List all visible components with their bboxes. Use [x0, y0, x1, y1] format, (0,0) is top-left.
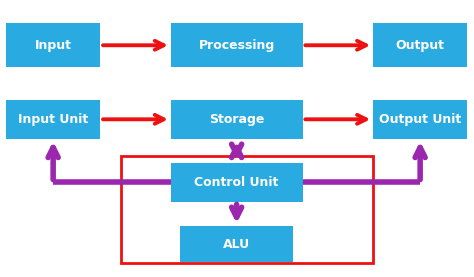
FancyBboxPatch shape — [180, 226, 293, 262]
Text: Output Unit: Output Unit — [379, 113, 461, 126]
Text: ALU: ALU — [223, 238, 250, 251]
Text: Processing: Processing — [199, 39, 275, 52]
FancyBboxPatch shape — [373, 100, 467, 138]
Text: Input: Input — [35, 39, 72, 52]
Text: Input Unit: Input Unit — [18, 113, 88, 126]
FancyBboxPatch shape — [171, 23, 302, 67]
Bar — [121, 156, 373, 263]
FancyBboxPatch shape — [6, 23, 100, 67]
Text: Output: Output — [396, 39, 445, 52]
FancyBboxPatch shape — [373, 23, 467, 67]
Text: Storage: Storage — [209, 113, 264, 126]
FancyBboxPatch shape — [171, 163, 302, 202]
FancyBboxPatch shape — [171, 100, 302, 138]
Text: Control Unit: Control Unit — [194, 176, 279, 189]
FancyBboxPatch shape — [6, 100, 100, 138]
